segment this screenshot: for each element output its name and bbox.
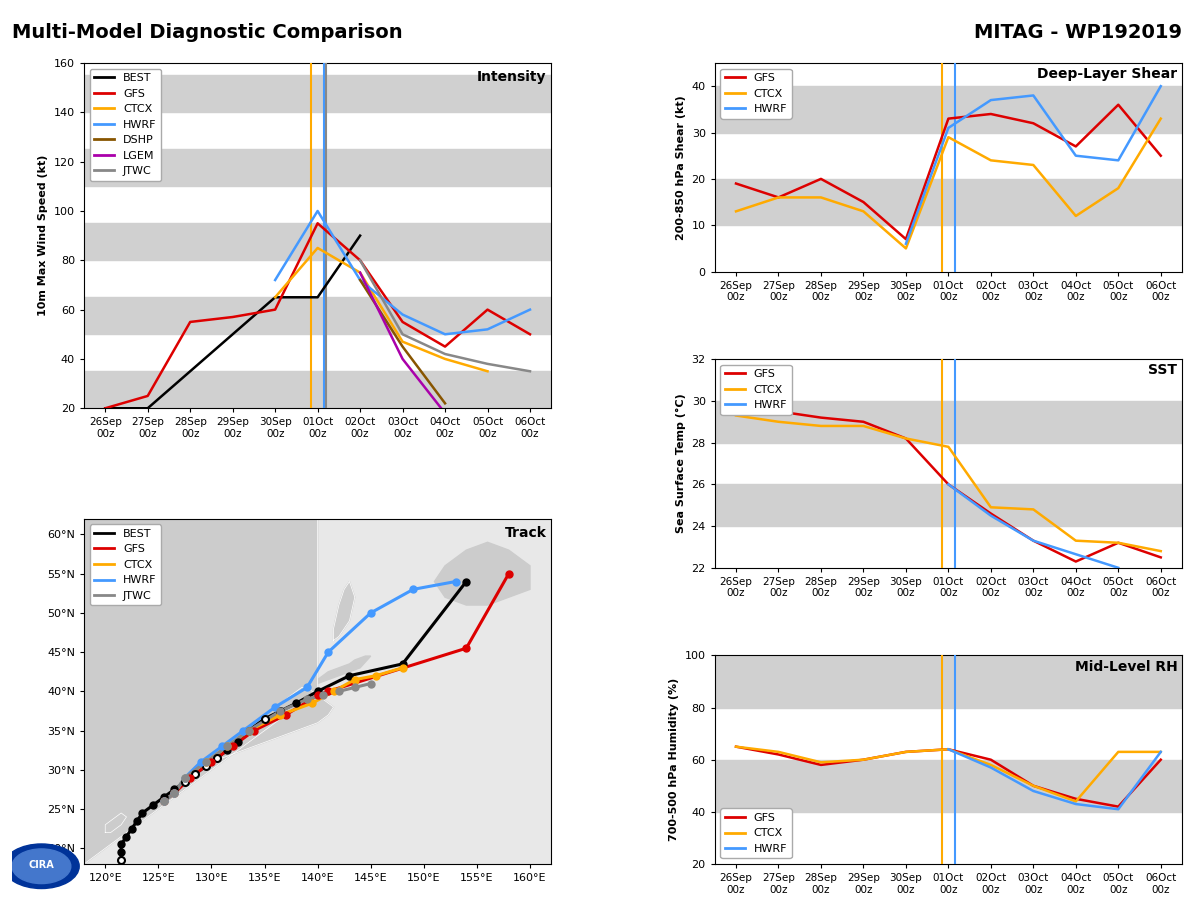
Text: MITAG - WP192019: MITAG - WP192019 <box>974 22 1182 41</box>
Bar <box>715 400 1182 443</box>
Y-axis label: 700-500 hPa Humidity (%): 700-500 hPa Humidity (%) <box>670 678 679 842</box>
Text: SST: SST <box>1148 364 1177 377</box>
Polygon shape <box>434 543 530 605</box>
Bar <box>84 372 551 409</box>
Text: Track: Track <box>505 526 546 540</box>
Y-axis label: 10m Max Wind Speed (kt): 10m Max Wind Speed (kt) <box>38 155 48 316</box>
Y-axis label: Sea Surface Temp (°C): Sea Surface Temp (°C) <box>676 393 686 534</box>
Text: Deep-Layer Shear: Deep-Layer Shear <box>1037 68 1177 81</box>
Bar <box>84 149 551 186</box>
Text: Multi-Model Diagnostic Comparison: Multi-Model Diagnostic Comparison <box>12 22 403 41</box>
Polygon shape <box>318 656 371 683</box>
Polygon shape <box>217 688 334 762</box>
Text: CIRA: CIRA <box>29 860 54 870</box>
Polygon shape <box>106 813 126 833</box>
Polygon shape <box>84 518 318 864</box>
Bar <box>715 86 1182 132</box>
Legend: GFS, CTCX, HWRF: GFS, CTCX, HWRF <box>720 68 792 119</box>
Circle shape <box>12 849 71 884</box>
Polygon shape <box>206 742 227 762</box>
Bar <box>715 179 1182 225</box>
Polygon shape <box>334 581 355 641</box>
Legend: GFS, CTCX, HWRF: GFS, CTCX, HWRF <box>720 808 792 859</box>
Bar <box>84 76 551 112</box>
Bar <box>715 760 1182 812</box>
Text: Mid-Level RH: Mid-Level RH <box>1074 660 1177 673</box>
Y-axis label: 200-850 hPa Shear (kt): 200-850 hPa Shear (kt) <box>676 94 686 239</box>
Legend: BEST, GFS, CTCX, HWRF, DSHP, LGEM, JTWC: BEST, GFS, CTCX, HWRF, DSHP, LGEM, JTWC <box>90 68 161 181</box>
Bar <box>84 297 551 334</box>
Bar <box>715 655 1182 707</box>
Legend: GFS, CTCX, HWRF: GFS, CTCX, HWRF <box>720 364 792 415</box>
Circle shape <box>4 844 79 888</box>
Legend: BEST, GFS, CTCX, HWRF, JTWC: BEST, GFS, CTCX, HWRF, JTWC <box>90 525 161 606</box>
Text: Intensity: Intensity <box>478 70 546 84</box>
Bar <box>715 484 1182 526</box>
Bar <box>84 223 551 260</box>
